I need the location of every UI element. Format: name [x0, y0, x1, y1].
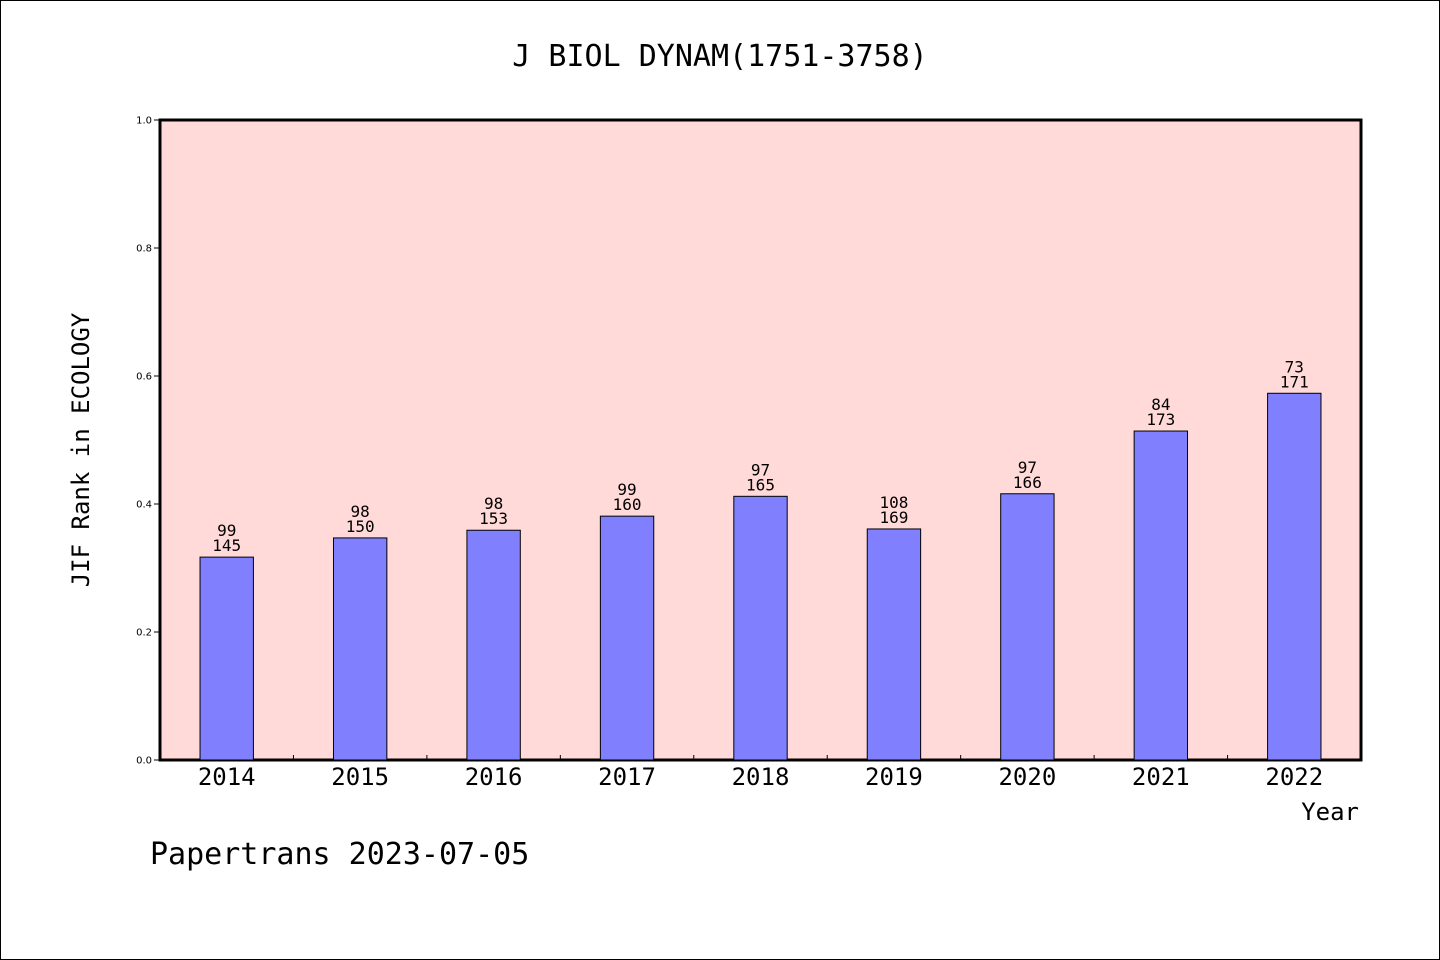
bar	[332, 537, 388, 761]
x-tick-label: 2016	[465, 763, 523, 791]
y-axis-label: JIF Rank in ECOLOGY	[67, 312, 95, 587]
bar-rank-label: 99	[217, 521, 236, 540]
bar-rank-label: 98	[484, 494, 503, 513]
x-tick-label: 2020	[998, 763, 1056, 791]
bar-rank-label: 108	[879, 493, 908, 512]
bar	[1267, 392, 1322, 761]
bar-total-label: 165	[746, 475, 775, 494]
bar-rank-label: 99	[617, 480, 636, 499]
bar	[866, 528, 922, 761]
x-tick-label: 2022	[1265, 763, 1323, 791]
chart-title: J BIOL DYNAM(1751-3758)	[512, 39, 927, 74]
x-axis-label: Year	[1301, 798, 1359, 826]
bar-total-label: 150	[346, 517, 375, 536]
bar	[733, 495, 788, 761]
bar-rank-label: 97	[1018, 458, 1037, 477]
y-tick-label: 0.8	[136, 244, 152, 255]
bar-total-label: 153	[479, 509, 508, 528]
bar	[599, 515, 655, 761]
x-tick-label: 2017	[598, 763, 656, 791]
bar-total-label: 145	[212, 536, 241, 555]
bar-total-label: 173	[1146, 410, 1175, 429]
y-tick-label: 1.0	[136, 116, 152, 127]
bar-total-label: 169	[879, 508, 908, 527]
x-tick-label: 2018	[732, 763, 790, 791]
footer-text: Papertrans 2023-07-05	[150, 837, 529, 872]
y-tick-label: 0.6	[136, 372, 152, 383]
x-tick-label: 2019	[865, 763, 923, 791]
bar	[466, 529, 521, 761]
y-tick-label: 0.2	[136, 628, 152, 639]
bar-rank-label: 84	[1151, 395, 1170, 414]
y-tick-label: 0.4	[136, 500, 152, 511]
bar	[199, 556, 254, 761]
bars: 9914598150981539916097165108169971668417…	[199, 357, 1322, 761]
bar-total-label: 160	[613, 495, 642, 514]
x-tick-label: 2015	[331, 763, 389, 791]
bar-rank-label: 97	[751, 460, 770, 479]
bar-rank-label: 73	[1285, 357, 1304, 376]
bar	[1000, 493, 1055, 761]
x-tick-label: 2014	[198, 763, 256, 791]
y-axis: 0.0 0.2 0.4 0.6 0.8 1.0	[136, 116, 160, 767]
y-tick-label: 0.0	[136, 756, 152, 767]
x-axis: 2014 2015 2016 2017 2018 2019 2020 2021 2022	[198, 755, 1323, 791]
bar	[1133, 430, 1189, 761]
bar-total-label: 171	[1280, 372, 1309, 391]
bar-rank-label: 98	[351, 502, 370, 521]
x-tick-label: 2021	[1132, 763, 1190, 791]
bar-total-label: 166	[1013, 473, 1042, 492]
